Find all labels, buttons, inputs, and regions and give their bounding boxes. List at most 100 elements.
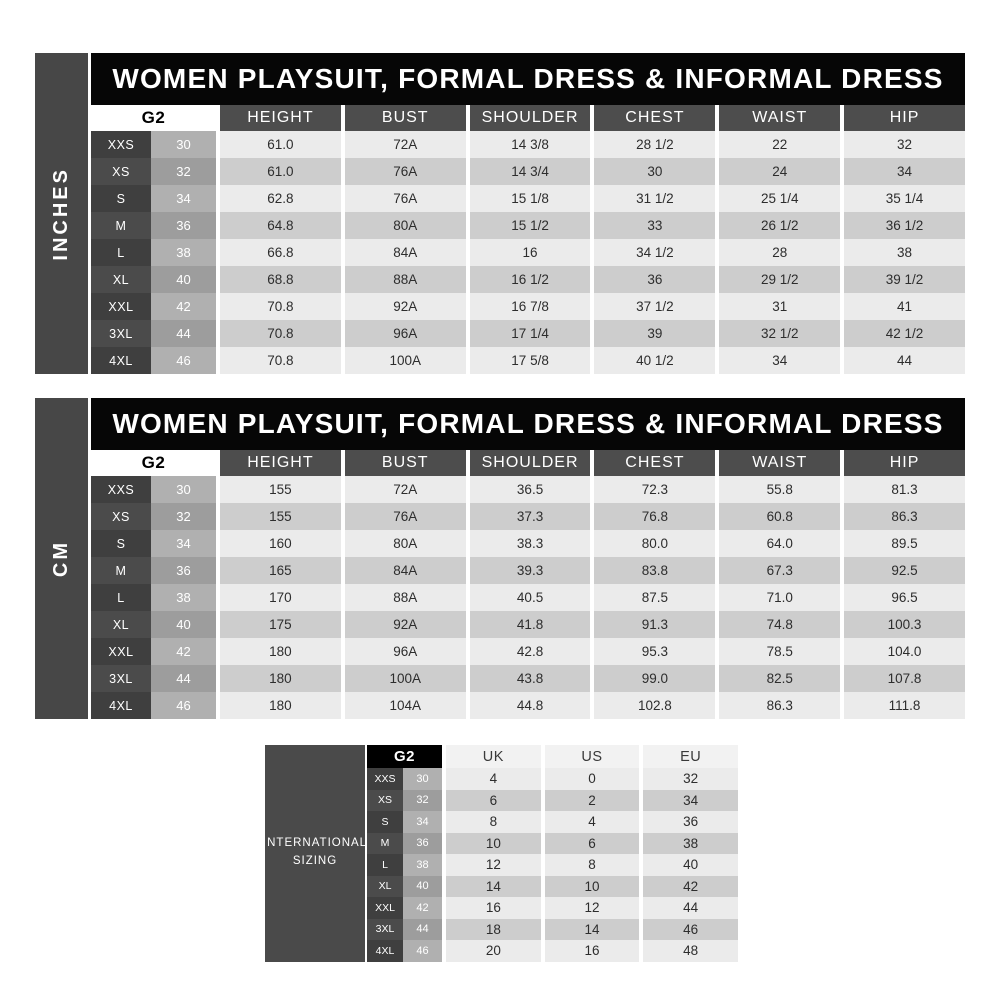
size-number-cell: 44 bbox=[151, 320, 216, 347]
value-cell: 28 bbox=[719, 239, 841, 266]
value-cell: 25 1/4 bbox=[719, 185, 841, 212]
value-cell: 61.0 bbox=[220, 158, 341, 185]
value-cell: 14 bbox=[544, 918, 640, 940]
table-row: L 38 170 88A 40.5 87.5 71.0 96.5 bbox=[91, 584, 965, 611]
inches-size-table: INCHES WOMEN PLAYSUIT, FORMAL DRESS & IN… bbox=[35, 53, 965, 374]
value-cell: 39 1/2 bbox=[844, 266, 965, 293]
value-cell: 8 bbox=[544, 854, 640, 876]
column-header: WAIST bbox=[719, 105, 841, 131]
g2-size-cells: M 36 bbox=[91, 557, 216, 584]
table-row: S 34 62.8 76A 15 1/8 31 1/2 25 1/4 35 1/4 bbox=[91, 185, 965, 212]
size-label-cell: 4XL bbox=[91, 692, 151, 719]
column-header: BUST bbox=[344, 105, 466, 131]
column-header: US bbox=[544, 745, 640, 768]
size-number-cell: 44 bbox=[151, 665, 216, 692]
international-sizing-panel: INTERNATIONAL SIZING bbox=[263, 745, 366, 962]
value-cell: 41.8 bbox=[469, 611, 591, 638]
value-cell: 76.8 bbox=[594, 503, 716, 530]
value-cell: 70.8 bbox=[220, 293, 341, 320]
value-cell: 84A bbox=[344, 557, 466, 584]
size-number-cell: 44 bbox=[403, 918, 442, 940]
size-label-cell: L bbox=[91, 239, 151, 266]
value-cell: 32 1/2 bbox=[719, 320, 841, 347]
g2-size-cells: M 36 bbox=[91, 212, 216, 239]
value-cell: 80A bbox=[344, 530, 466, 557]
table-row: M 36 165 84A 39.3 83.8 67.3 92.5 bbox=[91, 557, 965, 584]
table-row: XXL 42 180 96A 42.8 95.3 78.5 104.0 bbox=[91, 638, 965, 665]
value-cell: 29 1/2 bbox=[719, 266, 841, 293]
table-row: XXS 30 155 72A 36.5 72.3 55.8 81.3 bbox=[91, 476, 965, 503]
value-cell: 84A bbox=[344, 239, 466, 266]
size-label-cell: 4XL bbox=[91, 347, 151, 374]
value-cell: 26 1/2 bbox=[719, 212, 841, 239]
value-cell: 72A bbox=[344, 476, 466, 503]
size-label-cell: XXL bbox=[367, 897, 403, 919]
header-row: G2 HEIGHT BUST SHOULDER CHEST WAIST HIP bbox=[91, 105, 965, 131]
value-cell: 44.8 bbox=[469, 692, 591, 719]
value-cell: 12 bbox=[446, 854, 541, 876]
table-row: L 38 12 8 40 bbox=[367, 854, 739, 876]
value-cell: 96A bbox=[344, 320, 466, 347]
g2-size-cells: M 36 bbox=[367, 832, 442, 854]
column-header: HIP bbox=[844, 450, 965, 476]
size-number-cell: 38 bbox=[151, 239, 216, 266]
g2-size-cells: XS 32 bbox=[91, 158, 216, 185]
unit-side-panel: CM bbox=[35, 398, 88, 719]
header-row: G2 HEIGHT BUST SHOULDER CHEST WAIST HIP bbox=[91, 450, 965, 476]
size-label-cell: XXS bbox=[91, 131, 151, 158]
g2-size-cells: L 38 bbox=[91, 584, 216, 611]
table-row: XXS 30 61.0 72A 14 3/8 28 1/2 22 32 bbox=[91, 131, 965, 158]
value-cell: 18 bbox=[446, 918, 541, 940]
value-cell: 33 bbox=[594, 212, 716, 239]
value-cell: 36.5 bbox=[469, 476, 591, 503]
value-cell: 74.8 bbox=[719, 611, 841, 638]
value-cell: 14 3/4 bbox=[469, 158, 591, 185]
value-cell: 10 bbox=[446, 832, 541, 854]
column-header: UK bbox=[446, 745, 541, 768]
g2-size-cells: XL 40 bbox=[367, 875, 442, 897]
value-cell: 100A bbox=[344, 347, 466, 374]
table-body: XXS 30 4 0 32 XS 32 6 2 34 S 34 8 4 36 M 36 10 6 38 L 38 12 8 40… bbox=[367, 768, 739, 962]
size-number-cell: 46 bbox=[151, 347, 216, 374]
value-cell: 111.8 bbox=[844, 692, 965, 719]
g2-size-cells: L 38 bbox=[367, 854, 442, 876]
column-header: CHEST bbox=[594, 105, 716, 131]
value-cell: 20 bbox=[446, 940, 541, 962]
size-number-cell: 32 bbox=[151, 503, 216, 530]
g2-size-cells: XXS 30 bbox=[91, 131, 216, 158]
cm-size-table: CM WOMEN PLAYSUIT, FORMAL DRESS & INFORM… bbox=[35, 398, 965, 719]
table-content: WOMEN PLAYSUIT, FORMAL DRESS & INFORMAL … bbox=[91, 53, 965, 374]
value-cell: 99.0 bbox=[594, 665, 716, 692]
column-header: WAIST bbox=[719, 450, 841, 476]
column-header: HEIGHT bbox=[220, 450, 341, 476]
size-number-cell: 42 bbox=[403, 897, 442, 919]
value-cell: 71.0 bbox=[719, 584, 841, 611]
table-row: S 34 160 80A 38.3 80.0 64.0 89.5 bbox=[91, 530, 965, 557]
value-cell: 80.0 bbox=[594, 530, 716, 557]
value-cell: 34 1/2 bbox=[594, 239, 716, 266]
value-cell: 155 bbox=[220, 476, 341, 503]
g2-size-cells: L 38 bbox=[91, 239, 216, 266]
value-cell: 76A bbox=[344, 185, 466, 212]
value-cell: 86.3 bbox=[719, 692, 841, 719]
column-header: BUST bbox=[344, 450, 466, 476]
value-cell: 17 1/4 bbox=[469, 320, 591, 347]
table-row: 3XL 44 180 100A 43.8 99.0 82.5 107.8 bbox=[91, 665, 965, 692]
value-cell: 31 bbox=[719, 293, 841, 320]
value-cell: 70.8 bbox=[220, 347, 341, 374]
value-cell: 72.3 bbox=[594, 476, 716, 503]
value-cell: 40 1/2 bbox=[594, 347, 716, 374]
table-row: XXS 30 4 0 32 bbox=[367, 768, 739, 790]
table-row: 4XL 46 20 16 48 bbox=[367, 940, 739, 962]
size-label-cell: XXL bbox=[91, 638, 151, 665]
value-cell: 76A bbox=[344, 503, 466, 530]
g2-size-cells: S 34 bbox=[91, 185, 216, 212]
g2-size-cells: XXS 30 bbox=[91, 476, 216, 503]
g2-size-cells: 4XL 46 bbox=[91, 692, 216, 719]
value-cell: 180 bbox=[220, 665, 341, 692]
value-cell: 34 bbox=[844, 158, 965, 185]
value-cell: 180 bbox=[220, 638, 341, 665]
value-cell: 46 bbox=[643, 918, 739, 940]
size-label-cell: XS bbox=[91, 503, 151, 530]
size-label-cell: M bbox=[367, 832, 403, 854]
